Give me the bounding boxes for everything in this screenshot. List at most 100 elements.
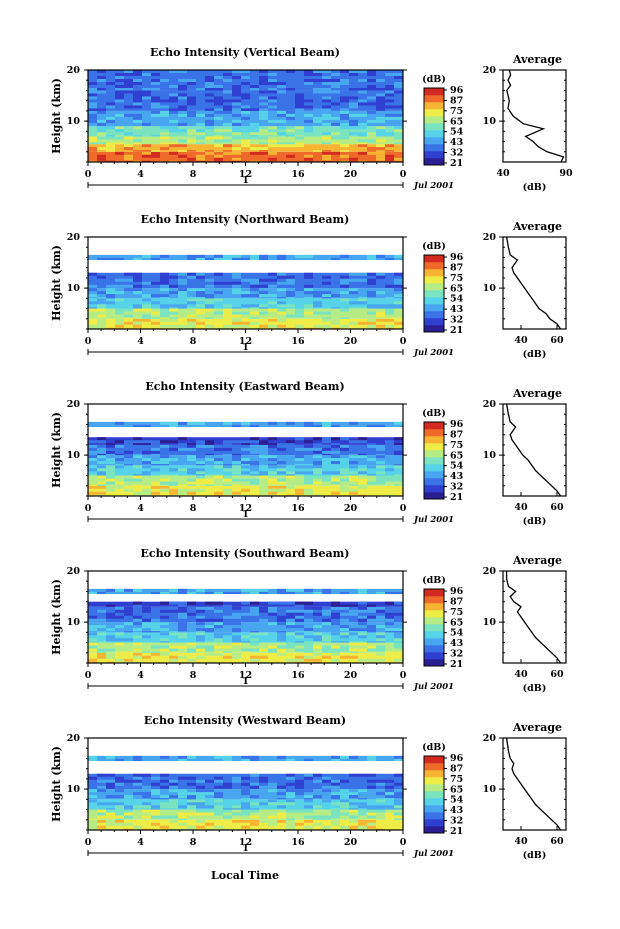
intensity-cell xyxy=(304,488,313,492)
intensity-cell xyxy=(322,424,331,427)
intensity-cell xyxy=(142,488,151,492)
intensity-cell xyxy=(133,96,142,100)
intensity-cell xyxy=(142,631,151,633)
intensity-cell xyxy=(331,785,340,789)
intensity-cell xyxy=(115,818,124,820)
intensity-cell xyxy=(358,144,367,148)
intensity-cell xyxy=(142,297,151,299)
intensity-cell xyxy=(358,618,367,622)
intensity-cell xyxy=(286,799,295,803)
intensity-cell xyxy=(331,809,340,813)
intensity-cell xyxy=(106,102,115,106)
profile-y-tick-label: 20 xyxy=(483,566,497,577)
colorbar-tick-label: 43 xyxy=(450,137,463,148)
intensity-cell xyxy=(124,147,133,151)
intensity-cell xyxy=(394,294,403,298)
intensity-cell xyxy=(106,481,115,485)
intensity-cell xyxy=(160,440,169,444)
intensity-cell xyxy=(250,755,259,759)
intensity-cell xyxy=(142,151,151,155)
intensity-cell xyxy=(142,465,151,469)
intensity-cell xyxy=(268,785,277,789)
intensity-cell xyxy=(241,311,250,315)
intensity-cell xyxy=(88,136,97,140)
intensity-cell xyxy=(250,284,259,288)
intensity-cell xyxy=(385,144,394,148)
intensity-cell xyxy=(124,809,133,813)
x-tick-label: 0 xyxy=(400,837,407,848)
intensity-cell xyxy=(340,254,349,258)
intensity-cell xyxy=(133,73,142,76)
intensity-cell xyxy=(286,144,295,148)
intensity-cell xyxy=(286,275,295,279)
intensity-cell xyxy=(367,481,376,485)
intensity-cell xyxy=(88,755,97,759)
intensity-cell xyxy=(97,70,106,73)
intensity-cell xyxy=(241,792,250,796)
intensity-cell xyxy=(142,154,151,158)
intensity-cell xyxy=(367,324,376,328)
intensity-cell xyxy=(214,160,223,162)
colorbar-swatch xyxy=(424,485,444,493)
intensity-cell xyxy=(295,136,304,140)
intensity-cell xyxy=(376,102,385,106)
intensity-cell xyxy=(142,828,151,830)
intensity-cell xyxy=(106,773,115,777)
intensity-cell xyxy=(340,99,349,103)
intensity-cell xyxy=(178,294,187,298)
intensity-cell xyxy=(115,819,124,823)
intensity-cell xyxy=(250,658,259,662)
intensity-cell xyxy=(196,254,205,258)
intensity-cell xyxy=(88,625,97,629)
colorbar-swatch xyxy=(424,464,444,472)
intensity-cell xyxy=(331,136,340,140)
intensity-cell xyxy=(169,85,178,88)
intensity-cell xyxy=(331,481,340,485)
intensity-cell xyxy=(313,301,322,305)
colorbar-swatch xyxy=(424,158,444,166)
intensity-cell xyxy=(358,437,367,441)
intensity-cell xyxy=(394,805,403,809)
profile-title: Average xyxy=(512,387,562,400)
intensity-cell xyxy=(97,819,106,823)
y-tick-label: 20 xyxy=(67,399,81,410)
intensity-cell xyxy=(295,648,304,652)
intensity-cell xyxy=(232,129,241,133)
intensity-cell xyxy=(97,475,106,479)
intensity-cell xyxy=(376,481,385,485)
intensity-cell xyxy=(151,110,160,114)
intensity-cell xyxy=(205,828,214,830)
intensity-cell xyxy=(313,437,322,441)
intensity-cell xyxy=(331,651,340,653)
intensity-cell xyxy=(340,113,349,117)
intensity-cell xyxy=(169,588,178,592)
intensity-cell xyxy=(331,461,340,465)
intensity-cell xyxy=(331,645,340,649)
intensity-cell xyxy=(169,468,178,472)
intensity-cell xyxy=(133,70,142,73)
intensity-cell xyxy=(232,776,241,780)
intensity-cell xyxy=(250,85,259,88)
intensity-cell xyxy=(313,453,322,456)
intensity-cell xyxy=(115,485,124,489)
intensity-cell xyxy=(241,478,250,482)
intensity-cell xyxy=(304,648,313,652)
intensity-cell xyxy=(259,278,268,282)
intensity-cell xyxy=(250,802,259,806)
intensity-cell xyxy=(277,802,286,806)
intensity-cell xyxy=(340,635,349,639)
intensity-cell xyxy=(88,308,97,312)
intensity-cell xyxy=(196,129,205,133)
intensity-cell xyxy=(133,465,142,469)
intensity-cell xyxy=(106,802,115,806)
intensity-cell xyxy=(367,272,376,276)
intensity-cell xyxy=(160,136,169,140)
intensity-cell xyxy=(268,324,277,328)
intensity-cell xyxy=(394,815,403,819)
intensity-cell xyxy=(259,776,268,780)
intensity-layer xyxy=(88,144,403,152)
intensity-cell xyxy=(205,85,214,88)
intensity-cell xyxy=(367,327,376,329)
intensity-cell xyxy=(169,491,178,495)
intensity-cell xyxy=(304,481,313,485)
